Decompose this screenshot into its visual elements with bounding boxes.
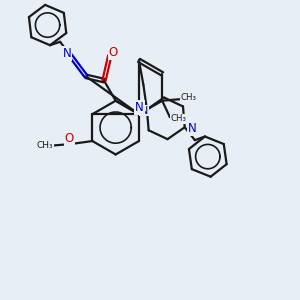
Text: O: O — [65, 132, 74, 145]
Text: N: N — [135, 100, 144, 114]
Text: N: N — [188, 122, 197, 135]
Text: CH₃: CH₃ — [170, 114, 186, 123]
Text: CH₃: CH₃ — [36, 141, 53, 150]
Text: O: O — [109, 46, 118, 59]
Text: CH₃: CH₃ — [181, 93, 197, 102]
Text: N: N — [140, 106, 148, 116]
Text: N: N — [63, 47, 71, 60]
